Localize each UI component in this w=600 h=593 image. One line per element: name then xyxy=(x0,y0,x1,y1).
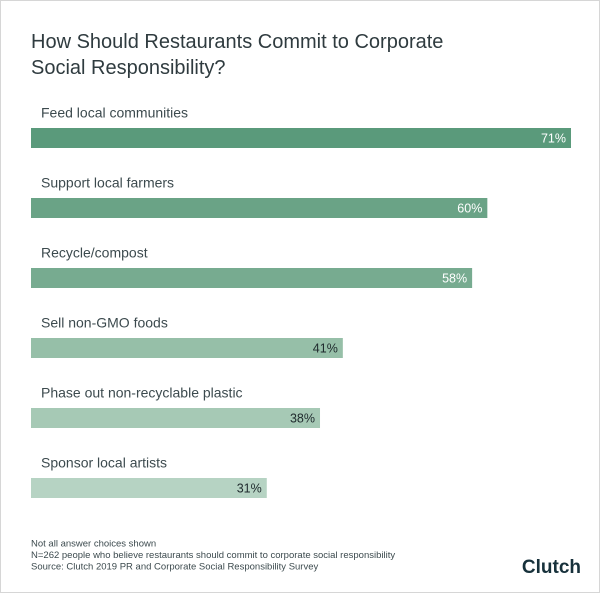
value-label: 71% xyxy=(541,131,566,145)
value-label: 38% xyxy=(290,411,315,425)
value-label: 60% xyxy=(457,201,482,215)
brand-logo: Clutch xyxy=(522,557,581,578)
bar xyxy=(31,478,267,498)
footnote: Source: Clutch 2019 PR and Corporate Soc… xyxy=(31,562,319,573)
footnote: N=262 people who believe restaurants sho… xyxy=(31,550,395,561)
category-label: Support local farmers xyxy=(41,175,174,191)
bar xyxy=(31,408,321,428)
footnote: Not all answer choices shown xyxy=(31,539,156,550)
bar xyxy=(31,198,488,218)
bar xyxy=(31,268,473,288)
category-label: Phase out non-recyclable plastic xyxy=(41,385,243,401)
category-label: Feed local communities xyxy=(41,105,188,121)
value-label: 31% xyxy=(237,481,262,495)
bar xyxy=(31,338,343,358)
chart-title: How Should Restaurants Commit to Corpora… xyxy=(31,31,443,79)
category-label: Recycle/compost xyxy=(41,245,148,261)
category-label: Sell non-GMO foods xyxy=(41,315,168,331)
category-label: Sponsor local artists xyxy=(41,455,167,471)
value-label: 58% xyxy=(442,271,467,285)
value-label: 41% xyxy=(313,341,338,355)
bar xyxy=(31,128,571,148)
